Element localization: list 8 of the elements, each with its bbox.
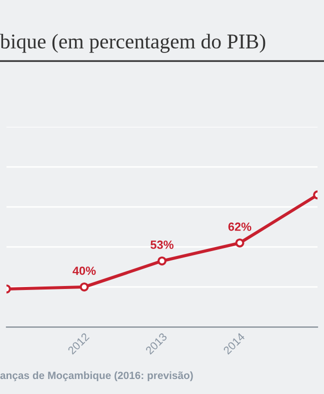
point — [235, 238, 244, 248]
chart-title: bique (em percentagem do PIB) — [0, 34, 266, 53]
data-label: 53% — [150, 240, 174, 249]
data-label: 40% — [72, 266, 96, 275]
text: anças de Moçambique (2016: previsão) — [0, 371, 193, 382]
point — [157, 256, 167, 266]
point — [80, 282, 89, 292]
data-label: 62% — [228, 222, 252, 231]
